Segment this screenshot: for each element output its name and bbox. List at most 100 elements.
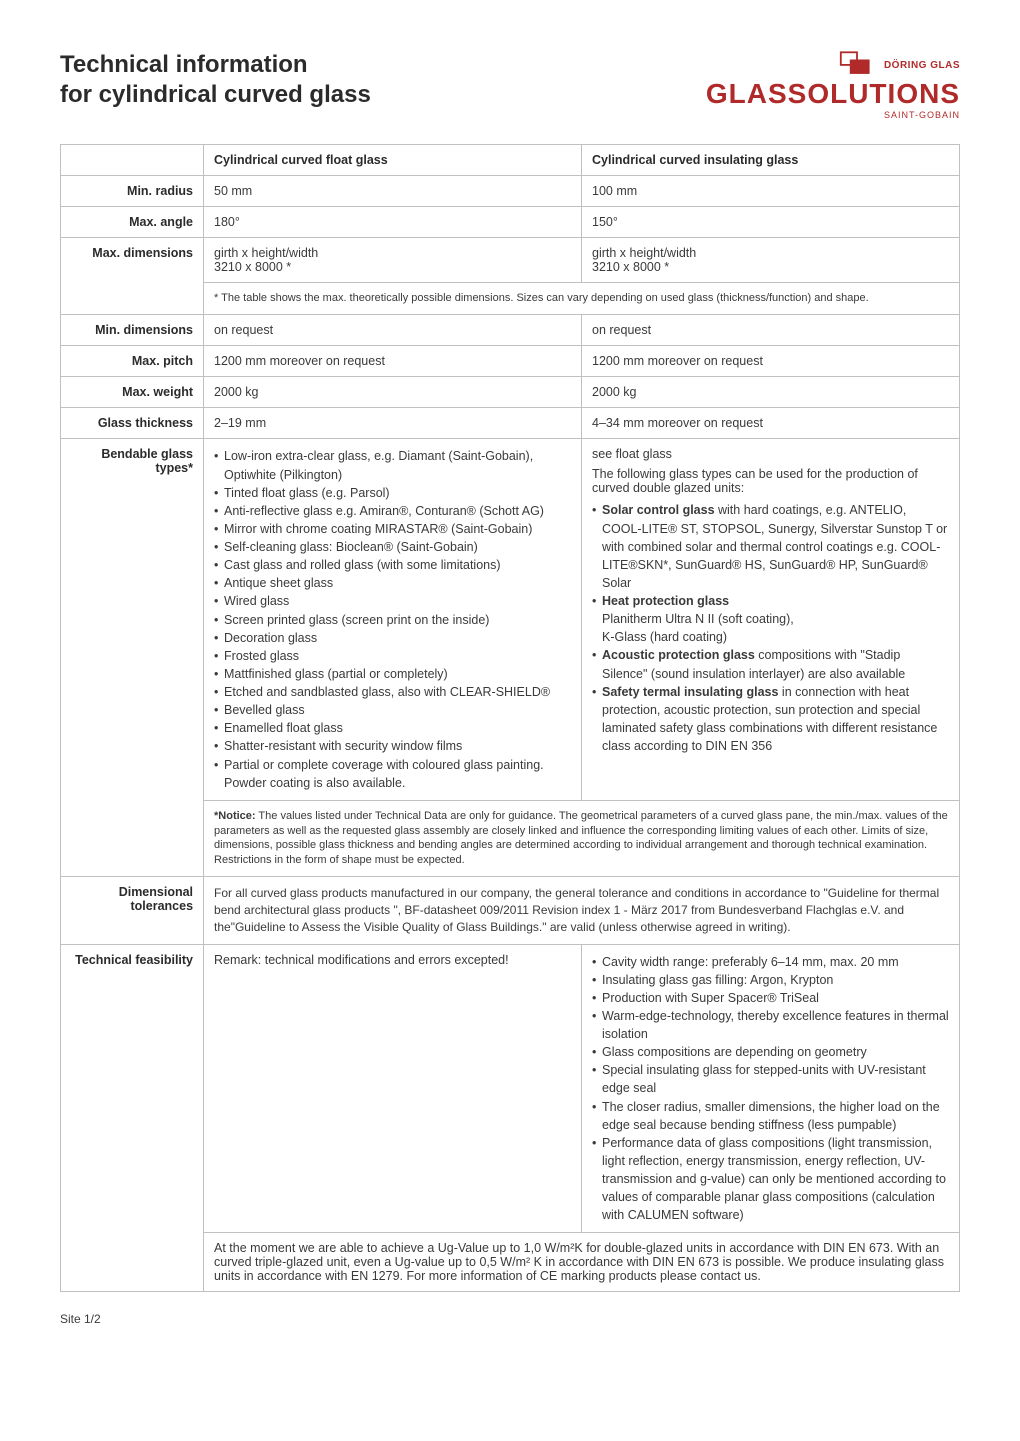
row-label-dim-tol: Dimensional tolerances	[61, 877, 204, 944]
page-title-block: Technical information for cylindrical cu…	[60, 50, 371, 110]
cell-tech-feas-c2: Cavity width range: preferably 6–14 mm, …	[582, 944, 960, 1233]
list-item: Etched and sandblasted glass, also with …	[214, 683, 571, 701]
table-row: Bendable glass types* Low-iron extra-cle…	[61, 439, 960, 800]
list-item: Production with Super Spacer® TriSeal	[592, 989, 949, 1007]
header-empty-cell	[61, 145, 204, 176]
cell-max-weight-c2: 2000 kg	[582, 377, 960, 408]
table-row: Min. radius 50 mm 100 mm	[61, 176, 960, 207]
list-item: Self-cleaning glass: Bioclean® (Saint-Go…	[214, 538, 571, 556]
list-item: Warm-edge-technology, thereby excellence…	[592, 1007, 949, 1043]
cell-thickness-c1: 2–19 mm	[204, 408, 582, 439]
list-item: Special insulating glass for stepped-uni…	[592, 1061, 949, 1097]
cell-min-dim-c2: on request	[582, 315, 960, 346]
max-dim-footnote: * The table shows the max. theoretically…	[204, 283, 960, 315]
spec-table: Cylindrical curved float glass Cylindric…	[60, 144, 960, 1292]
list-item: Mirror with chrome coating MIRASTAR® (Sa…	[214, 520, 571, 538]
column-header-float: Cylindrical curved float glass	[204, 145, 582, 176]
logo-top-text: DÖRING GLAS	[884, 60, 960, 71]
row-label-bendable: Bendable glass types*	[61, 439, 204, 877]
list-item: Mattfinished glass (partial or completel…	[214, 665, 571, 683]
list-item: Decoration glass	[214, 629, 571, 647]
logo: DÖRING GLAS GLASSOLUTIONS SAINT-GOBAIN	[706, 50, 960, 120]
list-item: Insulating glass gas filling: Argon, Kry…	[592, 971, 949, 989]
cell-dim-tol: For all curved glass products manufactur…	[204, 877, 960, 944]
page-footer: Site 1/2	[60, 1312, 960, 1326]
list-item: Performance data of glass compositions (…	[592, 1134, 949, 1225]
header: Technical information for cylindrical cu…	[60, 50, 960, 120]
cell-tech-feas-c1: Remark: technical modifications and erro…	[204, 944, 582, 1233]
row-label-max-angle: Max. angle	[61, 207, 204, 238]
cell-max-pitch-c1: 1200 mm moreover on request	[204, 346, 582, 377]
cell-max-angle-c2: 150°	[582, 207, 960, 238]
table-row: Dimensional tolerances For all curved gl…	[61, 877, 960, 944]
row-label-tech-feas: Technical feasibility	[61, 944, 204, 1292]
page-title-line1: Technical information	[60, 50, 371, 80]
list-item-plain: Planitherm Ultra N II (soft coating),	[592, 610, 949, 628]
bendable-c1-list: Low-iron extra-clear glass, e.g. Diamant…	[214, 447, 571, 791]
cell-min-radius-c2: 100 mm	[582, 176, 960, 207]
row-label-max-weight: Max. weight	[61, 377, 204, 408]
cell-thickness-c2: 4–34 mm moreover on request	[582, 408, 960, 439]
cell-max-dim-c1: girth x height/width 3210 x 8000 *	[204, 238, 582, 283]
list-item: Wired glass	[214, 592, 571, 610]
max-dim-c1-l1: girth x height/width	[214, 246, 318, 260]
table-row: Max. pitch 1200 mm moreover on request 1…	[61, 346, 960, 377]
list-item: Low-iron extra-clear glass, e.g. Diamant…	[214, 447, 571, 483]
cell-bendable-c1: Low-iron extra-clear glass, e.g. Diamant…	[204, 439, 582, 800]
list-item: Acoustic protection glass compositions w…	[592, 646, 949, 682]
bendable-c2-intro1: see float glass	[592, 447, 949, 461]
row-label-min-dimensions: Min. dimensions	[61, 315, 204, 346]
table-row: Technical feasibility Remark: technical …	[61, 944, 960, 1233]
max-dim-c1-l2: 3210 x 8000 *	[214, 260, 291, 274]
cell-max-angle-c1: 180°	[204, 207, 582, 238]
table-row: Max. dimensions girth x height/width 321…	[61, 238, 960, 283]
tech-feas-c2-list: Cavity width range: preferably 6–14 mm, …	[592, 953, 949, 1225]
logo-sub-text: SAINT-GOBAIN	[884, 110, 960, 120]
list-item: Partial or complete coverage with colour…	[214, 756, 571, 792]
list-item: Frosted glass	[214, 647, 571, 665]
list-item: Antique sheet glass	[214, 574, 571, 592]
max-dim-c2-l1: girth x height/width	[592, 246, 696, 260]
list-item: Tinted float glass (e.g. Parsol)	[214, 484, 571, 502]
bendable-c2-list: Solar control glass with hard coatings, …	[592, 501, 949, 755]
list-item: Cavity width range: preferably 6–14 mm, …	[592, 953, 949, 971]
max-dim-c2-l2: 3210 x 8000 *	[592, 260, 669, 274]
cell-min-dim-c1: on request	[204, 315, 582, 346]
bendable-c2-intro2: The following glass types can be used fo…	[592, 467, 949, 495]
list-item: Shatter-resistant with security window f…	[214, 737, 571, 755]
cell-max-dim-c2: girth x height/width 3210 x 8000 *	[582, 238, 960, 283]
cell-bendable-c2: see float glass The following glass type…	[582, 439, 960, 800]
list-item: The closer radius, smaller dimensions, t…	[592, 1098, 949, 1134]
list-item: Anti-reflective glass e.g. Amiran®, Cont…	[214, 502, 571, 520]
row-label-max-pitch: Max. pitch	[61, 346, 204, 377]
notice-label: *Notice:	[214, 810, 256, 822]
table-row: Min. dimensions on request on request	[61, 315, 960, 346]
bendable-notice: *Notice: The values listed under Technic…	[204, 800, 960, 876]
cell-max-pitch-c2: 1200 mm moreover on request	[582, 346, 960, 377]
ug-note-text: At the moment we are able to achieve a U…	[204, 1233, 960, 1292]
list-item-plain: K-Glass (hard coating)	[592, 628, 949, 646]
table-row: Glass thickness 2–19 mm 4–34 mm moreover…	[61, 408, 960, 439]
table-row: Max. weight 2000 kg 2000 kg	[61, 377, 960, 408]
logo-main-text: GLASSOLUTIONS	[706, 78, 960, 110]
list-item: Screen printed glass (screen print on th…	[214, 611, 571, 629]
list-item: Safety termal insulating glass in connec…	[592, 683, 949, 756]
cell-min-radius-c1: 50 mm	[204, 176, 582, 207]
list-item: Solar control glass with hard coatings, …	[592, 501, 949, 592]
list-item: Bevelled glass	[214, 701, 571, 719]
page-title-line2: for cylindrical curved glass	[60, 80, 371, 110]
logo-top-line: DÖRING GLAS	[839, 50, 960, 78]
notice-text: The values listed under Technical Data a…	[214, 810, 948, 867]
logo-icon	[839, 50, 875, 78]
table-header-row: Cylindrical curved float glass Cylindric…	[61, 145, 960, 176]
list-item: Heat protection glass	[592, 592, 949, 610]
list-item: Enamelled float glass	[214, 719, 571, 737]
table-row: Max. angle 180° 150°	[61, 207, 960, 238]
row-label-glass-thickness: Glass thickness	[61, 408, 204, 439]
column-header-insulating: Cylindrical curved insulating glass	[582, 145, 960, 176]
list-item: Glass compositions are depending on geom…	[592, 1043, 949, 1061]
cell-max-weight-c1: 2000 kg	[204, 377, 582, 408]
row-label-min-radius: Min. radius	[61, 176, 204, 207]
list-item: Cast glass and rolled glass (with some l…	[214, 556, 571, 574]
row-label-max-dimensions: Max. dimensions	[61, 238, 204, 315]
